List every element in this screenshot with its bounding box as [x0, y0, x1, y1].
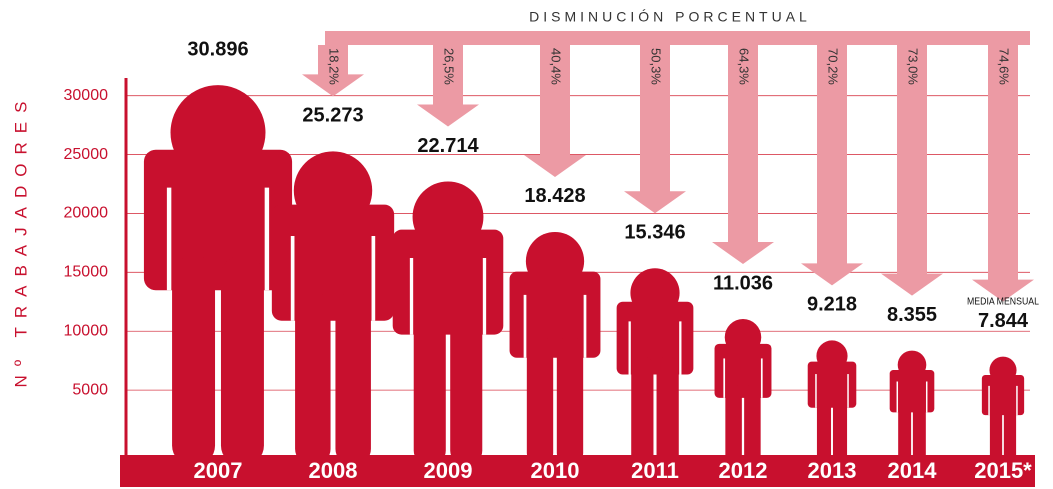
- y-tick-label: 25000: [64, 146, 109, 163]
- figure-leg: [631, 356, 654, 465]
- person-figure: [616, 268, 694, 465]
- decrease-arrow: [302, 45, 364, 97]
- figure-leg: [832, 396, 848, 465]
- figure-leg: [556, 336, 584, 465]
- decrease-arrow: [417, 45, 479, 127]
- figure-leg: [656, 356, 679, 465]
- decrease-arrow: [881, 45, 943, 296]
- person-figure: [807, 340, 857, 465]
- decrease-arrow: [972, 45, 1034, 302]
- decrease-arrow: [524, 45, 586, 177]
- y-tick-label: 20000: [64, 205, 109, 222]
- person-figure: [889, 350, 935, 465]
- figure-body: [981, 375, 1025, 416]
- figure-body: [807, 361, 857, 408]
- y-tick-label: 15000: [64, 264, 109, 281]
- value-label: 15.346: [624, 222, 685, 244]
- annotation: MEDIA MENSUAL: [967, 296, 1039, 307]
- decrease-arrow: [624, 45, 686, 214]
- value-label: 9.218: [807, 294, 857, 316]
- figure-body: [714, 343, 772, 398]
- value-label: 8.355: [887, 304, 937, 326]
- value-label: 18.428: [524, 185, 585, 207]
- decrease-label: 18,2%: [327, 48, 342, 85]
- decrease-label: 50,3%: [649, 48, 664, 85]
- value-label: 30.896: [187, 38, 248, 60]
- decrease-arrow: [801, 45, 863, 286]
- figure-leg: [526, 336, 554, 465]
- figure-leg: [220, 256, 264, 465]
- figure-leg: [172, 256, 216, 465]
- figure-leg: [413, 309, 446, 465]
- x-tick-label: 2014: [888, 458, 938, 483]
- value-label: 7.844: [978, 310, 1029, 332]
- decrease-label: 70,2%: [826, 48, 841, 85]
- figure-leg: [816, 396, 832, 465]
- figure-body: [392, 229, 504, 335]
- figure-body: [889, 370, 935, 413]
- value-label: 25.273: [302, 105, 363, 127]
- y-tick-label: 30000: [64, 87, 109, 104]
- figure-body: [616, 301, 694, 375]
- person-figure: [392, 181, 504, 465]
- x-tick-label: 2008: [309, 458, 358, 483]
- chart-title: DISMINUCIÓN PORCENTUAL: [529, 9, 811, 25]
- figure-leg: [335, 292, 371, 465]
- figure-leg: [450, 309, 483, 465]
- value-label: 22.714: [417, 135, 479, 157]
- figure-body: [143, 149, 293, 291]
- x-tick-label: 2009: [424, 458, 473, 483]
- person-figure: [271, 151, 395, 465]
- figure-leg: [898, 402, 912, 465]
- x-tick-label: 2011: [631, 458, 679, 483]
- figure-leg: [989, 405, 1003, 465]
- person-figure: [509, 231, 601, 465]
- figure-body: [271, 204, 395, 321]
- person-figure: [714, 319, 772, 465]
- figure-leg: [1003, 405, 1017, 465]
- person-figure: [143, 85, 293, 465]
- decrease-label: 73,0%: [906, 48, 921, 85]
- y-tick-label: 5000: [72, 381, 108, 398]
- decrease-label: 64,3%: [737, 48, 752, 85]
- x-tick-label: 2013: [808, 458, 857, 483]
- decrease-label: 74,6%: [997, 48, 1012, 85]
- y-axis-label: Nº TRABAJADORES: [11, 93, 30, 388]
- decrease-label: 40,4%: [549, 48, 564, 85]
- value-label: 11.036: [713, 272, 773, 294]
- person-figure: [981, 356, 1025, 465]
- figure-leg: [912, 402, 926, 465]
- x-tick-label: 2010: [531, 458, 580, 483]
- x-tick-label: 2012: [719, 458, 768, 483]
- arrow-bar: [325, 31, 1030, 45]
- figure-body: [509, 271, 601, 358]
- figure-leg: [725, 384, 742, 465]
- category-band: [120, 455, 1035, 487]
- figure-leg: [744, 384, 761, 465]
- figure-leg: [295, 292, 331, 465]
- y-tick-label: 10000: [64, 322, 109, 339]
- decrease-arrow: [712, 45, 774, 265]
- x-tick-label: 2015*: [974, 458, 1032, 483]
- decrease-label: 26,5%: [442, 48, 457, 85]
- x-tick-label: 2007: [194, 458, 243, 483]
